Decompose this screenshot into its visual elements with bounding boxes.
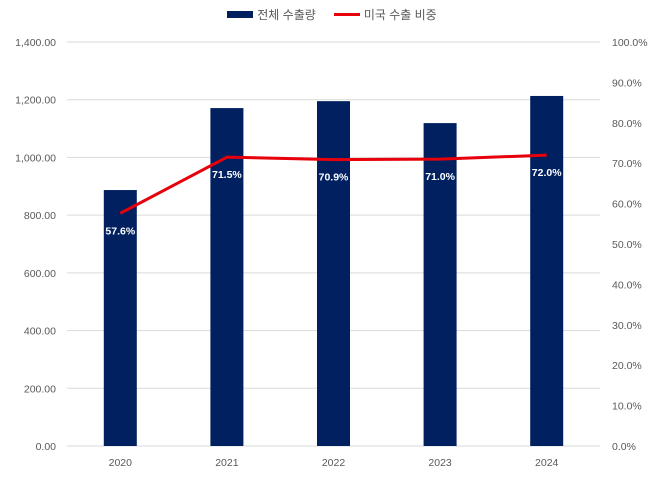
legend-item-total-exports: 전체 수출량 [227, 6, 316, 23]
bar-2023 [423, 123, 457, 447]
bar-2020 [103, 190, 137, 446]
y-right-tick: 80.0% [612, 118, 642, 130]
y-right-tick: 70.0% [612, 158, 642, 170]
y-left-tick: 1,400.00 [15, 37, 56, 49]
y-right-tick: 50.0% [612, 239, 642, 251]
legend-label-us-share: 미국 수출 비중 [363, 8, 437, 22]
x-tick: 2022 [322, 457, 346, 469]
y-left-tick: 200.00 [24, 383, 56, 395]
x-tick: 2024 [535, 457, 559, 469]
legend-item-us-share: 미국 수출 비중 [333, 6, 437, 23]
y-left-tick: 400.00 [24, 326, 56, 338]
y-left-tick: 1,200.00 [15, 95, 56, 107]
y-right-tick: 0.0% [612, 441, 636, 453]
x-tick: 2023 [428, 457, 452, 469]
y-right-tick: 60.0% [612, 199, 642, 211]
x-tick: 2021 [215, 457, 239, 469]
us-share-line [119, 153, 547, 215]
line-swatch-icon [333, 13, 360, 16]
legend-label-total-exports: 전체 수출량 [257, 8, 316, 22]
y-right-tick: 20.0% [612, 360, 642, 372]
data-label: 72.0% [532, 167, 562, 179]
bar-swatch-icon [227, 11, 254, 18]
bar-2022 [317, 101, 350, 447]
y-right-tick: 90.0% [612, 77, 642, 89]
data-label: 71.0% [425, 171, 455, 183]
data-label: 70.9% [319, 172, 349, 184]
y-left-tick: 600.00 [24, 268, 56, 280]
y-left-tick: 1,000.00 [15, 152, 56, 164]
y-right-tick: 40.0% [612, 279, 642, 291]
y-left-tick: 0.00 [36, 441, 57, 453]
y-right-tick: 10.0% [612, 401, 642, 413]
chart-legend: 전체 수출량 미국 수출 비중 [0, 6, 664, 23]
y-left-tick: 800.00 [24, 210, 56, 222]
data-label: 71.5% [212, 169, 242, 181]
y-right-tick: 30.0% [612, 320, 642, 332]
y-right-tick: 100.0% [612, 37, 648, 49]
bar-2024 [530, 95, 564, 446]
x-tick: 2020 [109, 457, 133, 469]
data-label: 57.6% [105, 225, 135, 237]
